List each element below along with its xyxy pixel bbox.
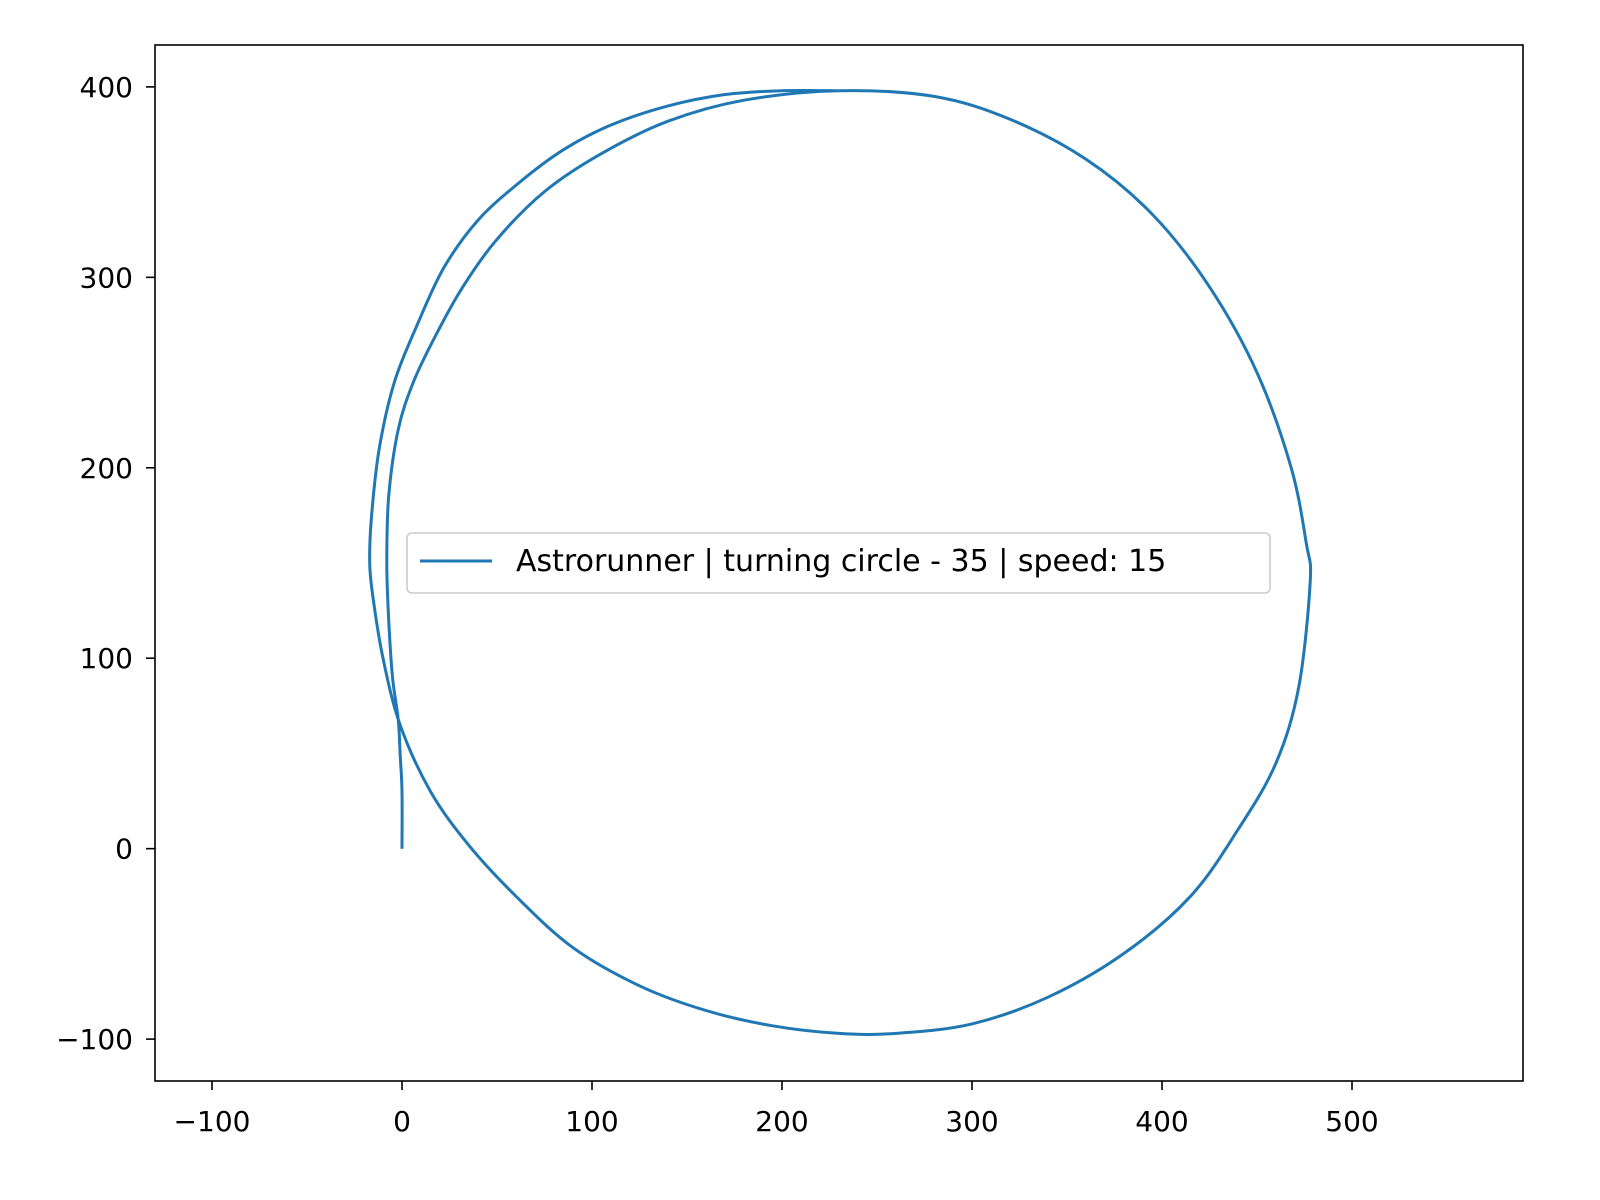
x-tick-label: 100 bbox=[565, 1105, 618, 1138]
x-tick-label: 300 bbox=[945, 1105, 998, 1138]
x-tick-label: 200 bbox=[755, 1105, 808, 1138]
legend: Astrorunner | turning circle - 35 | spee… bbox=[406, 532, 1271, 594]
legend-label: Astrorunner | turning circle - 35 | spee… bbox=[516, 544, 1166, 579]
x-tick-label: 0 bbox=[393, 1105, 411, 1138]
legend-box bbox=[406, 532, 1271, 594]
y-tick-label: 100 bbox=[80, 642, 133, 675]
x-tick-label: −100 bbox=[174, 1105, 251, 1138]
y-tick-label: 400 bbox=[80, 71, 133, 104]
y-axis: −100 0 100 200 300 400 bbox=[56, 71, 155, 1056]
y-tick-label: 300 bbox=[80, 261, 133, 294]
x-tick-label: 400 bbox=[1135, 1105, 1188, 1138]
x-axis: −100 0 100 200 300 400 500 bbox=[174, 1081, 1379, 1138]
y-tick-label: −100 bbox=[56, 1023, 133, 1056]
x-tick-label: 500 bbox=[1325, 1105, 1378, 1138]
y-tick-label: 200 bbox=[80, 452, 133, 485]
series-line bbox=[368, 88, 1313, 1036]
y-tick-label: 0 bbox=[115, 833, 133, 866]
